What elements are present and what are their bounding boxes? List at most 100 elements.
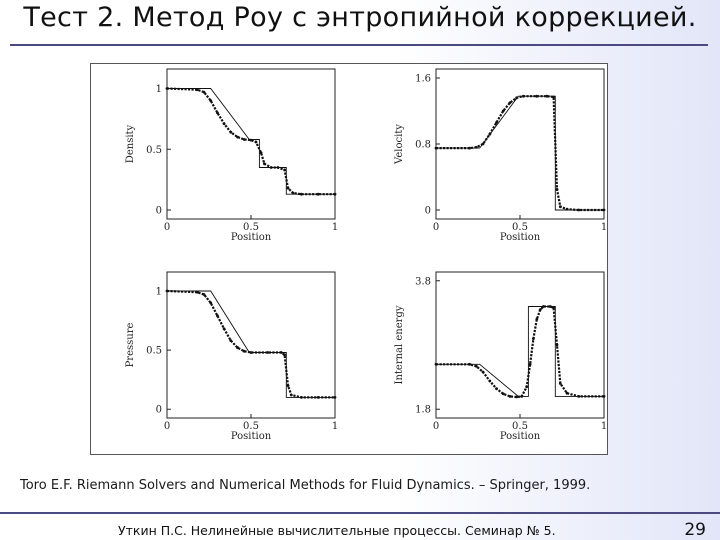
numerical-point	[515, 96, 518, 100]
numerical-point	[538, 308, 542, 312]
numerical-point	[222, 122, 226, 126]
y-tick-label: 0	[156, 405, 162, 416]
numerical-point	[242, 138, 246, 141]
numerical-point	[263, 162, 266, 166]
numerical-point	[552, 95, 555, 99]
numerical-point	[558, 205, 562, 209]
numerical-point	[474, 145, 478, 149]
x-tick-label: 0	[433, 421, 439, 432]
numerical-point	[209, 99, 213, 102]
numerical-point	[300, 192, 303, 196]
numerical-point	[165, 289, 169, 293]
numerical-point	[202, 90, 206, 94]
numerical-solution-line	[436, 305, 604, 399]
y-tick-label: 0	[156, 206, 162, 217]
numerical-point	[495, 121, 498, 124]
numerical-point	[259, 151, 263, 155]
numerical-point	[577, 395, 581, 398]
numerical-point	[508, 395, 512, 398]
numerical-point	[229, 339, 233, 342]
numerical-point	[602, 208, 606, 212]
numerical-point	[522, 94, 525, 98]
numerical-point	[535, 317, 539, 321]
numerical-point	[216, 111, 219, 115]
numerical-point	[525, 385, 529, 389]
numerical-solution-line	[436, 95, 604, 212]
chart-panel-3: 0 0.5 1 0 0.5 1 Position Pressure	[125, 271, 338, 442]
numerical-point	[552, 306, 555, 310]
numerical-point	[488, 132, 492, 136]
numerical-point	[195, 88, 199, 92]
page-number: 29	[684, 520, 706, 540]
numerical-point	[236, 346, 240, 350]
numerical-point	[291, 191, 295, 195]
numerical-point	[249, 138, 253, 142]
numerical-point	[434, 146, 438, 150]
chart-panel-4: 0 0.5 1 1.8 3.8 Position Internal energy	[394, 271, 607, 442]
x-axis-label: Position	[231, 232, 272, 243]
numerical-point	[501, 392, 505, 396]
citation-text: Toro E.F. Riemann Solvers and Numerical …	[20, 478, 591, 493]
x-axis-label: Position	[500, 431, 541, 442]
numerical-point	[333, 192, 337, 196]
x-tick-label: 1	[332, 222, 338, 233]
numerical-point	[474, 364, 478, 368]
numerical-point	[555, 343, 559, 347]
x-tick-label: 0.5	[243, 421, 259, 432]
numerical-point	[468, 362, 471, 366]
numerical-point	[565, 391, 569, 395]
numerical-point	[532, 337, 535, 340]
y-tick-label: 3.8	[415, 276, 431, 287]
y-axis-label: Density	[125, 124, 136, 163]
y-tick-label: 1.6	[415, 74, 431, 85]
numerical-point	[316, 192, 320, 196]
exact-solution-line	[167, 290, 335, 398]
numerical-point	[242, 349, 246, 353]
exact-solution-line	[436, 95, 604, 211]
x-tick-label: 0.5	[512, 222, 528, 233]
numerical-point	[602, 395, 606, 398]
x-tick-label: 1	[601, 222, 607, 233]
x-tick-label: 1	[601, 421, 607, 432]
numerical-point	[545, 94, 549, 98]
y-tick-label: 0.5	[146, 145, 162, 156]
y-tick-label: 1	[156, 286, 162, 297]
numerical-point	[279, 351, 283, 354]
numerical-point	[501, 109, 505, 113]
numerical-point	[515, 395, 518, 399]
numerical-point	[300, 396, 303, 399]
figure-charts: 0 0.5 1 0 0.5 1 Position Density 0 0.5 1 0 0.8 1.6 Pos…	[125, 68, 607, 442]
numerical-point	[266, 351, 270, 354]
x-axis-label: Position	[500, 232, 541, 243]
numerical-point	[229, 130, 233, 134]
plot-frame	[166, 68, 336, 220]
numerical-point	[276, 166, 280, 169]
exact-solution-line	[436, 306, 604, 397]
x-tick-label: 0.5	[243, 222, 259, 233]
slide-title: Тест 2. Метод Роу с энтропийной коррекци…	[23, 2, 697, 33]
numerical-point	[283, 353, 286, 357]
numerical-point	[488, 379, 492, 383]
numerical-point	[555, 188, 559, 191]
numerical-point	[495, 387, 498, 391]
numerical-point	[481, 370, 485, 374]
y-axis-label: Internal energy	[394, 305, 405, 384]
numerical-point	[520, 395, 524, 398]
footer-bar: Уткин П.С. Нелинейные вычислительные про…	[0, 510, 720, 540]
numerical-point	[333, 396, 337, 399]
numerical-point	[468, 146, 471, 150]
numerical-point	[286, 384, 290, 387]
y-tick-label: 0	[425, 206, 431, 217]
y-tick-label: 0.5	[146, 346, 162, 357]
numerical-point	[236, 135, 240, 139]
y-tick-label: 0.8	[415, 140, 431, 151]
title-divider	[10, 44, 708, 46]
x-tick-label: 0.5	[512, 421, 528, 432]
numerical-solution-line	[166, 289, 335, 399]
numerical-point	[434, 362, 438, 366]
numerical-point	[289, 393, 293, 397]
plot-frame	[166, 271, 336, 419]
numerical-point	[249, 351, 253, 354]
numerical-point	[577, 208, 581, 212]
numerical-point	[286, 186, 290, 190]
